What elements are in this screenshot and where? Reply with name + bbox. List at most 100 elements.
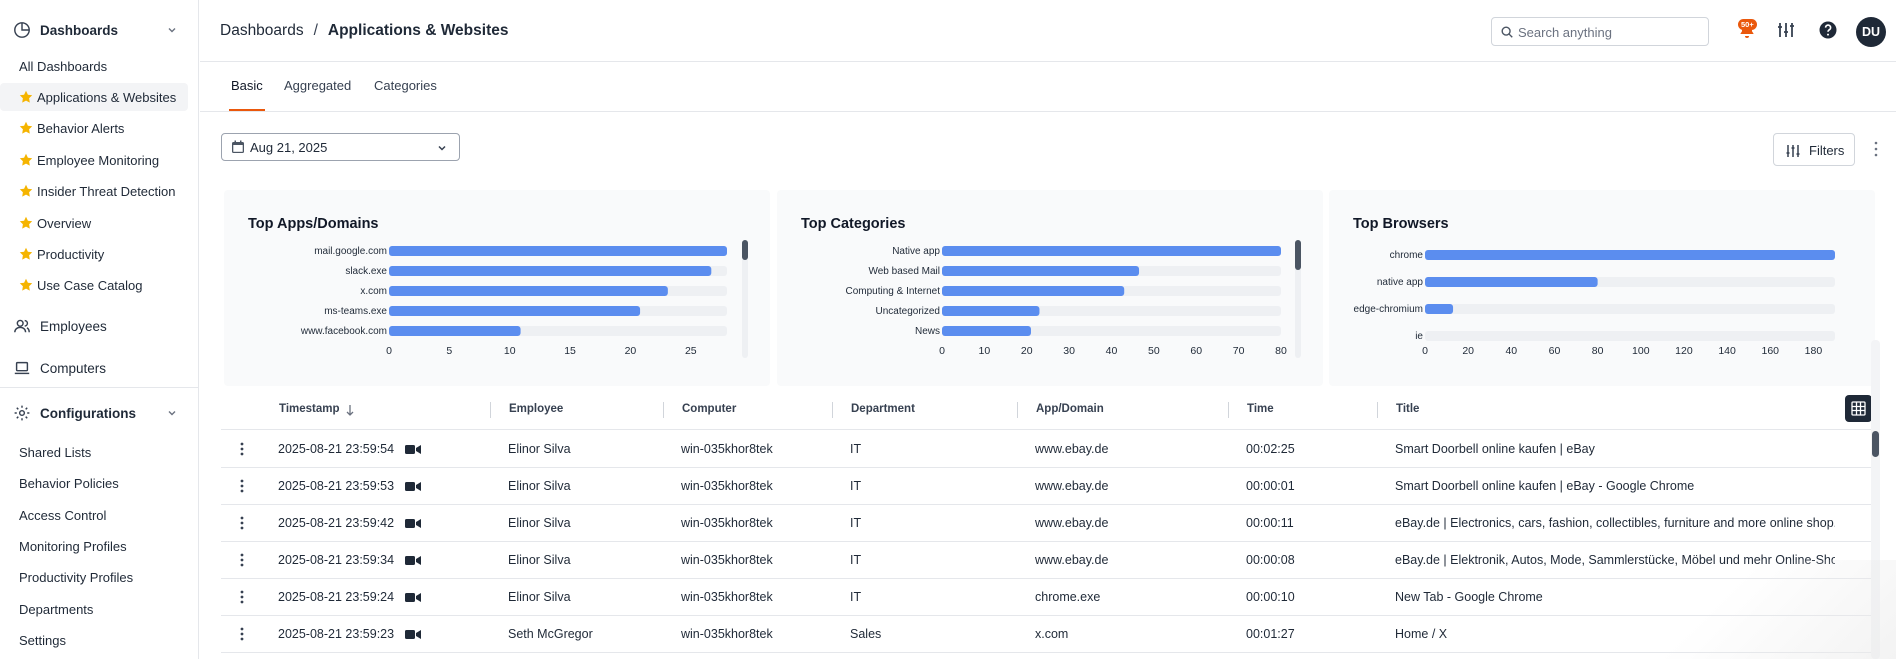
sidebar-item-behavior-alerts[interactable]: Behavior Alerts bbox=[0, 114, 188, 142]
video-camera-icon[interactable] bbox=[405, 555, 421, 566]
category-label: Web based Mail bbox=[868, 266, 940, 277]
tab-aggregated[interactable]: Aggregated bbox=[284, 78, 352, 93]
video-camera-icon[interactable] bbox=[405, 518, 421, 529]
table-scroll-track bbox=[1871, 340, 1880, 659]
bar[interactable] bbox=[942, 306, 1040, 316]
search-input[interactable] bbox=[1518, 23, 1703, 41]
sidebar-item-employee-monitoring[interactable]: Employee Monitoring bbox=[0, 146, 188, 174]
category-label: Social Networks in General bbox=[819, 346, 940, 357]
column-header-app-domain[interactable]: App/Domain bbox=[1036, 403, 1104, 415]
cell-department: IT bbox=[850, 590, 862, 604]
sort-arrow-down-icon[interactable] bbox=[345, 404, 355, 416]
video-camera-icon[interactable] bbox=[405, 481, 421, 492]
date-picker[interactable]: Aug 21, 2025 bbox=[221, 133, 460, 161]
sidebar-item-computers[interactable]: Computers bbox=[0, 354, 199, 382]
column-header-department[interactable]: Department bbox=[851, 403, 915, 415]
sidebar-item-settings[interactable]: Settings bbox=[0, 626, 188, 654]
table-row[interactable]: 2025-08-21 23:59:23 Seth McGregor win-035k… bbox=[221, 616, 1872, 653]
column-divider[interactable] bbox=[832, 402, 833, 418]
column-divider[interactable] bbox=[490, 402, 491, 418]
chevron-down-icon[interactable] bbox=[166, 24, 178, 36]
sidebar-item-applications-websites[interactable]: Applications & Websites bbox=[0, 83, 188, 111]
video-camera-icon[interactable] bbox=[405, 592, 421, 603]
bar[interactable] bbox=[389, 326, 521, 336]
breadcrumb-root[interactable]: Dashboards bbox=[220, 22, 304, 39]
sliders-icon[interactable] bbox=[1775, 19, 1797, 41]
table-row[interactable]: 2025-08-21 23:59:53 Elinor Silva win-035kh… bbox=[221, 468, 1872, 505]
chart-title: Top Apps/Domains bbox=[248, 216, 379, 232]
table-row[interactable]: 2025-08-21 23:59:34 Elinor Silva win-035kh… bbox=[221, 542, 1872, 579]
column-divider[interactable] bbox=[1377, 402, 1378, 418]
avatar[interactable]: DU bbox=[1856, 17, 1886, 47]
sidebar-item-monitoring-profiles[interactable]: Monitoring Profiles bbox=[0, 532, 188, 560]
sidebar-item-departments[interactable]: Departments bbox=[0, 595, 188, 623]
sidebar-item-overview[interactable]: Overview bbox=[0, 209, 188, 237]
sidebar-item-employees[interactable]: Employees bbox=[0, 312, 199, 340]
tab-basic[interactable]: Basic bbox=[229, 78, 265, 111]
bar[interactable] bbox=[389, 266, 712, 276]
search-box[interactable] bbox=[1491, 17, 1709, 46]
column-header-time[interactable]: Time bbox=[1247, 403, 1274, 415]
cell-employee: Elinor Silva bbox=[508, 590, 571, 604]
cell-computer: win-035khor8tek bbox=[681, 590, 773, 604]
row-actions-icon[interactable] bbox=[235, 626, 249, 642]
row-actions-icon[interactable] bbox=[235, 515, 249, 531]
bar[interactable] bbox=[942, 326, 1031, 336]
sidebar-section-configurations[interactable]: Configurations bbox=[0, 399, 199, 427]
table-row[interactable]: 2025-08-21 23:59:42 Elinor Silva win-035kh… bbox=[221, 505, 1872, 542]
sidebar-section-dashboards[interactable]: Dashboards bbox=[0, 16, 199, 44]
column-settings-button[interactable] bbox=[1845, 395, 1872, 422]
cell-computer: win-035khor8tek bbox=[681, 553, 773, 567]
bar[interactable] bbox=[1425, 277, 1598, 287]
x-tick-label: 140 bbox=[1718, 345, 1736, 357]
video-camera-icon[interactable] bbox=[405, 444, 421, 455]
more-options-icon[interactable] bbox=[1869, 140, 1883, 158]
filters-button[interactable]: Filters bbox=[1773, 133, 1855, 166]
bar[interactable] bbox=[1425, 304, 1454, 314]
help-icon[interactable] bbox=[1817, 19, 1839, 41]
bar-track bbox=[1425, 304, 1835, 314]
x-tick-label: 10 bbox=[504, 345, 516, 357]
star-icon bbox=[19, 278, 33, 291]
column-header-title[interactable]: Title bbox=[1396, 403, 1420, 415]
column-divider[interactable] bbox=[1228, 402, 1229, 418]
cell-app-domain: www.ebay.de bbox=[1035, 479, 1109, 493]
column-header-timestamp[interactable]: Timestamp bbox=[279, 403, 340, 415]
table-row[interactable]: 2025-08-21 23:59:54 Elinor Silva win-035kh… bbox=[221, 431, 1872, 468]
sidebar-item-insider-threat-detection[interactable]: Insider Threat Detection bbox=[0, 177, 188, 205]
bar[interactable] bbox=[942, 246, 1281, 256]
table-row[interactable]: 2025-08-21 23:59:24 Elinor Silva win-035kh… bbox=[221, 579, 1872, 616]
chevron-down-icon[interactable] bbox=[166, 407, 178, 419]
column-divider[interactable] bbox=[663, 402, 664, 418]
sidebar-item-productivity[interactable]: Productivity bbox=[0, 240, 188, 268]
video-camera-icon[interactable] bbox=[405, 629, 421, 640]
cell-title: eBay.de | Electronics, cars, fashion, co… bbox=[1395, 516, 1835, 530]
chart-scrollbar[interactable] bbox=[742, 240, 748, 260]
cell-department: Sales bbox=[850, 627, 882, 641]
chart-scrollbar[interactable] bbox=[1295, 240, 1301, 270]
sidebar-item-shared-lists[interactable]: Shared Lists bbox=[0, 438, 188, 466]
sidebar-item-productivity-profiles[interactable]: Productivity Profiles bbox=[0, 563, 188, 591]
row-actions-icon[interactable] bbox=[235, 589, 249, 605]
bar[interactable] bbox=[389, 246, 727, 256]
sidebar-item-use-case-catalog[interactable]: Use Case Catalog bbox=[0, 271, 188, 299]
bar[interactable] bbox=[389, 286, 668, 296]
column-header-employee[interactable]: Employee bbox=[509, 403, 564, 415]
bar[interactable] bbox=[1425, 250, 1835, 260]
row-actions-icon[interactable] bbox=[235, 478, 249, 494]
sidebar-item-access-control[interactable]: Access Control bbox=[0, 501, 188, 529]
column-divider[interactable] bbox=[1017, 402, 1018, 418]
bar[interactable] bbox=[942, 286, 1125, 296]
chart-scroll-track bbox=[1295, 240, 1301, 358]
sidebar-item-label: Productivity Profiles bbox=[19, 569, 134, 585]
sidebar-item-label: All Dashboards bbox=[19, 58, 108, 74]
bar[interactable] bbox=[942, 266, 1140, 276]
sidebar-item-behavior-policies[interactable]: Behavior Policies bbox=[0, 469, 188, 497]
row-actions-icon[interactable] bbox=[235, 552, 249, 568]
sidebar-item-all-dashboards[interactable]: All Dashboards bbox=[0, 52, 188, 80]
row-actions-icon[interactable] bbox=[235, 441, 249, 457]
column-header-computer[interactable]: Computer bbox=[682, 403, 737, 415]
table-scrollbar[interactable] bbox=[1872, 431, 1879, 457]
tab-categories[interactable]: Categories bbox=[374, 78, 437, 93]
bar[interactable] bbox=[389, 306, 641, 316]
